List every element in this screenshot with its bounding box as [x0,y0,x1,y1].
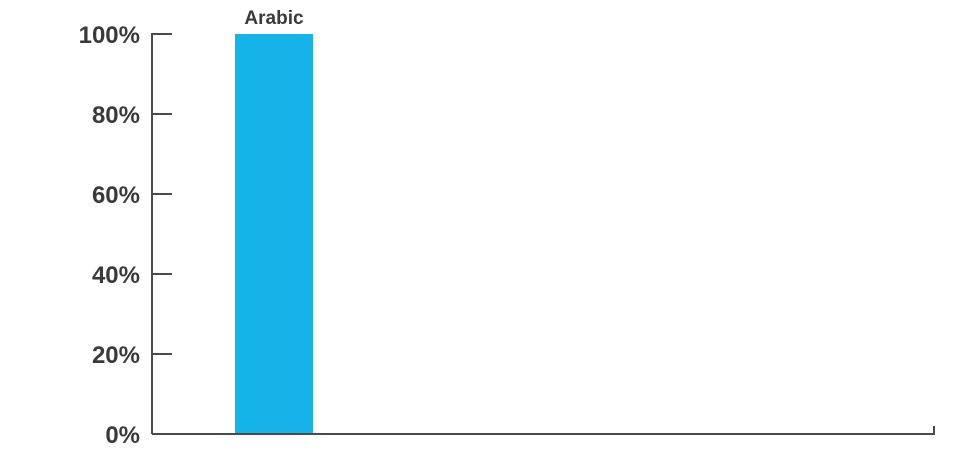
y-tick-label: 80% [92,102,140,129]
bar-category-label: Arabic [244,8,304,29]
bar-arabic [235,34,313,434]
x-axis-line [152,426,935,435]
y-tick-label: 0% [105,422,140,449]
y-axis-ticks: 0% 20% 40% 60% 80% 100% [79,22,172,449]
bars [235,34,313,434]
y-tick-label: 40% [92,262,140,289]
y-tick-label: 20% [92,342,140,369]
bar-labels: Arabic [244,8,304,29]
y-tick-label: 60% [92,182,140,209]
y-tick-label: 100% [79,22,140,49]
